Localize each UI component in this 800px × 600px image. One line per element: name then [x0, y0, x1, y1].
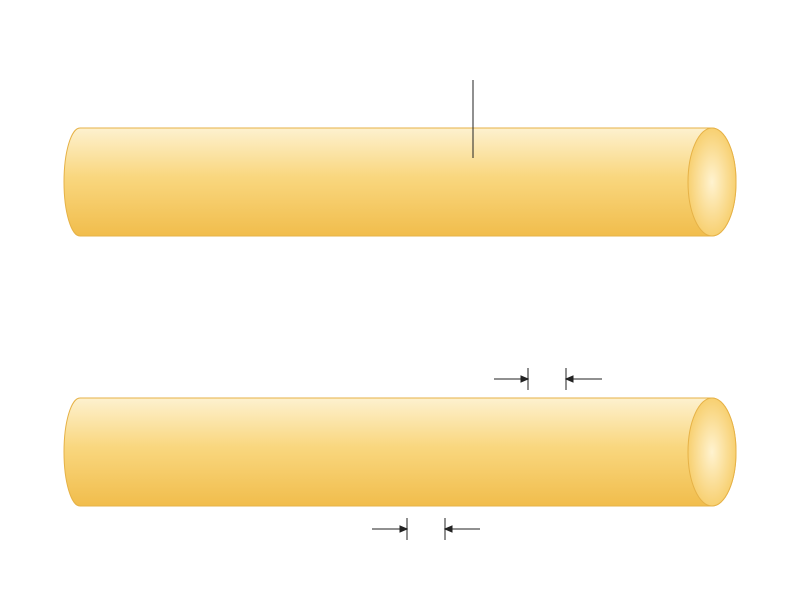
tube-end-opening — [687, 127, 737, 237]
sound-wave-air-tube — [63, 397, 737, 507]
rarefaction-left-arrowhead — [399, 525, 409, 533]
compression-left-arrowhead — [520, 375, 530, 383]
tube-end-opening — [687, 397, 737, 507]
tube-body — [63, 397, 737, 507]
tube-body — [63, 127, 737, 237]
uniform-air-tube — [63, 127, 737, 237]
compression-zone-marker — [494, 368, 602, 390]
rarefaction-zone-marker — [372, 518, 480, 540]
rarefaction-right-arrowhead — [443, 525, 453, 533]
compression-right-arrowhead — [564, 375, 574, 383]
